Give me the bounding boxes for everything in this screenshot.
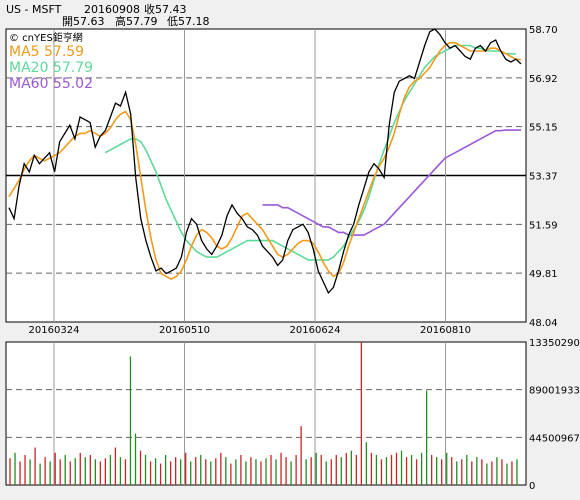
price-x-tick-label: 20160624: [290, 325, 341, 336]
close-label: 收57.43: [144, 2, 187, 16]
volume-y-axis: 133502900 89001933 44500967 0: [529, 338, 580, 492]
legend-ma60: MA60 55.02: [9, 76, 93, 92]
price-y-tick-label: 53.37: [529, 172, 558, 183]
open-label: 開57.63: [62, 15, 105, 28]
price-y-axis: 58.70 56.92 55.15 53.37 51.59 49.81 48.04: [529, 25, 558, 329]
symbol-label: US - MSFT: [6, 3, 62, 16]
date-label: 20160908: [84, 3, 140, 16]
price-x-axis: 20160324 20160510 20160624 20160810: [29, 325, 471, 336]
price-y-tick-label: 48.04: [529, 318, 558, 329]
series-line-ma20: [104, 44, 516, 261]
volume-y-tick-label: 44500967: [529, 433, 580, 444]
series-line-price: [8, 28, 522, 295]
volume-y-tick-label: 0: [529, 481, 535, 492]
high-label: 高57.79: [115, 14, 158, 28]
series-line-ma60: [262, 129, 521, 236]
low-label: 低57.18: [167, 15, 210, 28]
price-y-tick-label: 55.15: [529, 123, 558, 134]
volume-bars: [9, 342, 518, 485]
price-y-tick-label: 56.92: [529, 74, 558, 85]
legend-ma5: MA5 57.59: [9, 44, 84, 60]
price-y-tick-label: 49.81: [529, 269, 558, 280]
series-line-ma5: [8, 41, 522, 281]
volume-y-tick-label: 89001933: [529, 386, 580, 397]
price-y-tick-label: 58.70: [529, 25, 558, 36]
price-series-group: [8, 28, 522, 295]
price-x-tick-label: 20160324: [29, 325, 80, 336]
price-x-tick-label: 20160510: [159, 325, 210, 336]
price-x-tick-label: 20160810: [420, 325, 471, 336]
legend-ma20: MA20 57.79: [9, 60, 93, 76]
watermark: © cnYES鉅亨網: [9, 31, 83, 44]
volume-y-tick-label: 133502900: [529, 338, 580, 349]
price-grid: [6, 29, 526, 322]
price-y-tick-label: 51.59: [529, 220, 558, 231]
volume-grid: [6, 342, 526, 485]
